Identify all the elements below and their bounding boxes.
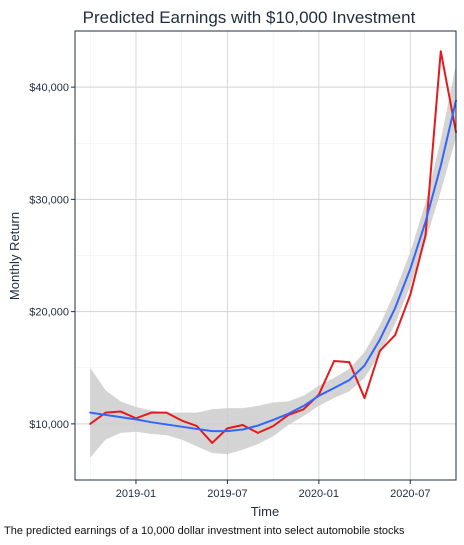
series-line-actual (89, 50, 457, 444)
chart-caption: The predicted earnings of a 10,000 dolla… (4, 525, 405, 537)
y-tick-label: $10,000 (29, 419, 69, 431)
x-axis-title: Time (251, 504, 279, 519)
x-axis: 2019-01 2019-07 2020-01 2020-07 (116, 480, 430, 500)
y-tick-label: $20,000 (29, 307, 69, 319)
plot-border (74, 30, 457, 481)
y-tick-label: $30,000 (29, 194, 69, 206)
x-tick-label: 2019-07 (207, 488, 247, 500)
chart-title: Predicted Earnings with $10,000 Investme… (83, 8, 416, 27)
y-axis: $10,000 $20,000 $30,000 $40,000 (29, 82, 75, 431)
confidence-band (90, 64, 457, 458)
x-tick-label: 2019-01 (116, 488, 156, 500)
series-layer (89, 50, 457, 444)
chart: Predicted Earnings with $10,000 Investme… (7, 8, 457, 519)
x-tick-label: 2020-01 (299, 488, 339, 500)
y-tick-label: $40,000 (29, 82, 69, 94)
confidence-band-layer (90, 64, 457, 458)
y-axis-title: Monthly Return (7, 212, 22, 300)
x-tick-label: 2020-07 (390, 488, 430, 500)
series-line-smoothed (89, 99, 457, 433)
